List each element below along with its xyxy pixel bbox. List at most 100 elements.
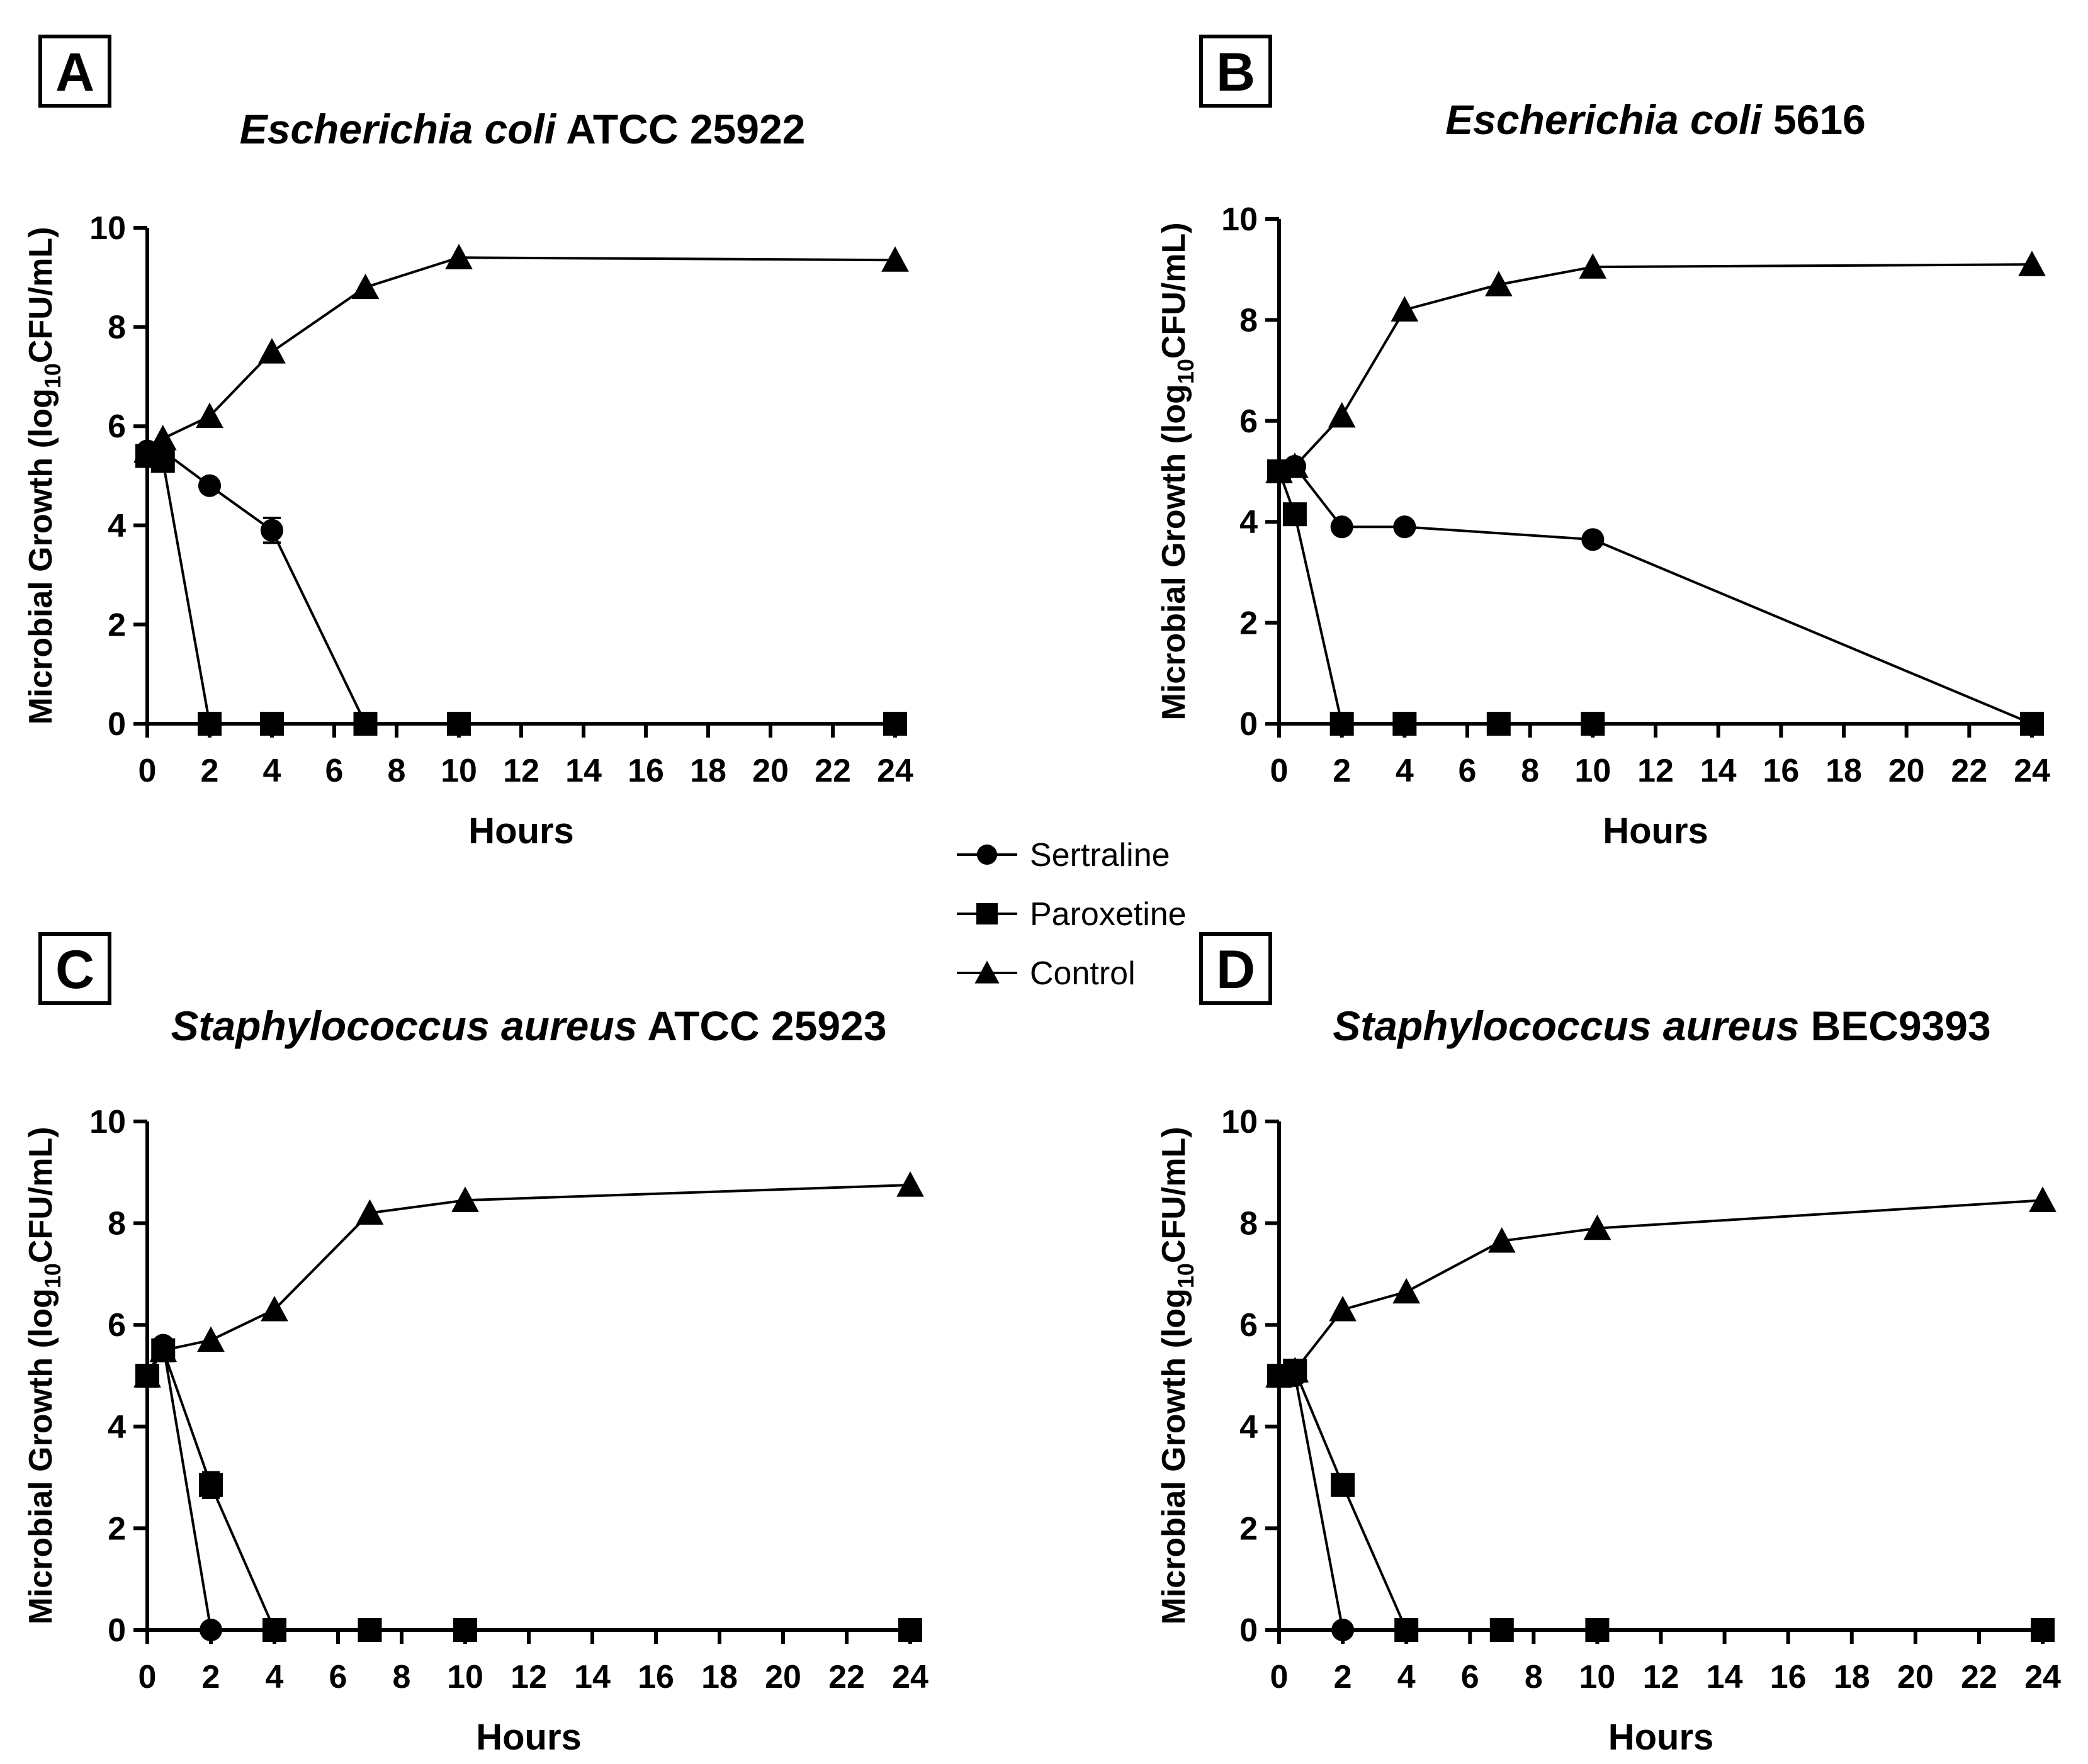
y-axis-label-prefix: Microbial Growth (log bbox=[1156, 1288, 1192, 1624]
data-point-sertraline bbox=[1330, 515, 1353, 539]
legend-item-control: Control bbox=[957, 955, 1136, 992]
x-tick-label: 20 bbox=[1888, 753, 1925, 789]
x-tick-label: 6 bbox=[329, 1659, 347, 1695]
legend-label: Sertraline bbox=[1030, 837, 1170, 874]
x-tick-label: 18 bbox=[1826, 753, 1862, 789]
x-tick-label: 20 bbox=[1897, 1659, 1934, 1695]
x-tick-label: 16 bbox=[628, 753, 664, 789]
data-point-control bbox=[1329, 1296, 1357, 1322]
x-tick-label: 12 bbox=[1643, 1659, 1679, 1695]
chart-title-strain: ATCC 25923 bbox=[637, 1003, 886, 1049]
y-tick-label: 10 bbox=[1221, 201, 1258, 238]
data-point-paroxetine bbox=[1392, 712, 1417, 736]
data-point-paroxetine bbox=[447, 712, 471, 736]
x-tick-label: 22 bbox=[828, 1659, 865, 1695]
x-tick-label: 16 bbox=[1763, 753, 1799, 789]
y-tick-label: 6 bbox=[1239, 403, 1258, 440]
data-point-paroxetine bbox=[198, 712, 222, 736]
y-axis-label: Microbial Growth (log10CFU/mL) bbox=[23, 227, 65, 724]
x-tick-label: 6 bbox=[1461, 1659, 1479, 1695]
y-tick-label: 4 bbox=[108, 508, 126, 544]
x-tick-label: 14 bbox=[1707, 1659, 1743, 1695]
data-point-paroxetine bbox=[1329, 712, 1354, 736]
chart-title: Staphylococcus aureus ATCC 25923 bbox=[171, 1003, 886, 1049]
x-tick-label: 24 bbox=[892, 1659, 928, 1695]
panel-letter: A bbox=[55, 42, 94, 103]
x-tick-label: 20 bbox=[752, 753, 789, 789]
data-point-control bbox=[1328, 402, 1356, 428]
x-tick-label: 22 bbox=[815, 753, 851, 789]
data-point-control bbox=[149, 1336, 178, 1362]
data-point-paroxetine bbox=[1282, 502, 1307, 527]
chart-title-organism: Staphylococcus aureus bbox=[171, 1003, 637, 1049]
data-point-paroxetine bbox=[1489, 1618, 1514, 1642]
x-tick-label: 8 bbox=[1521, 753, 1539, 789]
y-tick-label: 4 bbox=[1239, 1409, 1258, 1446]
data-point-control bbox=[1391, 296, 1419, 322]
data-point-paroxetine bbox=[262, 1618, 286, 1642]
data-point-sertraline bbox=[198, 474, 222, 497]
data-point-paroxetine bbox=[199, 1473, 223, 1497]
y-tick-label: 2 bbox=[108, 607, 126, 643]
y-tick-label: 10 bbox=[89, 210, 126, 247]
x-axis-label: Hours bbox=[468, 811, 574, 851]
data-point-control bbox=[2029, 1186, 2057, 1212]
x-tick-label: 8 bbox=[393, 1659, 411, 1695]
y-tick-label: 4 bbox=[1239, 504, 1258, 541]
x-tick-label: 10 bbox=[1579, 1659, 1615, 1695]
x-tick-label: 18 bbox=[701, 1659, 738, 1695]
x-tick-label: 4 bbox=[266, 1659, 284, 1695]
x-tick-label: 10 bbox=[441, 753, 477, 789]
data-point-paroxetine bbox=[2031, 1618, 2055, 1642]
chart-title-organism: Staphylococcus aureus bbox=[1333, 1003, 1799, 1049]
x-axis-label: Hours bbox=[1608, 1717, 1714, 1758]
x-tick-label: 0 bbox=[138, 1659, 157, 1695]
data-point-paroxetine bbox=[453, 1618, 477, 1642]
data-point-sertraline bbox=[260, 519, 284, 542]
x-tick-label: 14 bbox=[565, 753, 602, 789]
data-point-sertraline bbox=[199, 1618, 223, 1642]
x-tick-label: 18 bbox=[1834, 1659, 1870, 1695]
chart-title-organism: Escherichia coli bbox=[240, 106, 557, 152]
data-point-paroxetine bbox=[358, 1618, 382, 1642]
y-tick-label: 6 bbox=[108, 408, 126, 445]
data-point-control bbox=[197, 1326, 225, 1352]
panel-letter: D bbox=[1216, 940, 1255, 1000]
y-axis-label-subscript: 10 bbox=[1173, 1263, 1199, 1288]
chart-title: Escherichia coli ATCC 25922 bbox=[240, 106, 806, 152]
chart-title: Escherichia coli 5616 bbox=[1445, 96, 1866, 143]
data-point-paroxetine bbox=[353, 712, 378, 736]
y-tick-label: 8 bbox=[1239, 302, 1258, 339]
data-point-paroxetine bbox=[1486, 712, 1511, 736]
x-tick-label: 16 bbox=[1770, 1659, 1807, 1695]
data-point-paroxetine bbox=[883, 712, 907, 736]
panel-letter: C bbox=[55, 940, 94, 1000]
y-tick-label: 4 bbox=[108, 1409, 126, 1446]
data-point-control bbox=[261, 1296, 288, 1322]
chart-title-strain: 5616 bbox=[1762, 96, 1866, 143]
x-tick-label: 2 bbox=[202, 1659, 220, 1695]
data-point-control bbox=[133, 1362, 161, 1388]
data-point-sertraline bbox=[1393, 515, 1416, 539]
x-tick-label: 0 bbox=[1270, 753, 1289, 789]
chart-title: Staphylococcus aureus BEC9393 bbox=[1333, 1003, 1990, 1049]
x-tick-label: 14 bbox=[1700, 753, 1737, 789]
panel-letter-box bbox=[1199, 932, 1272, 1005]
data-point-control bbox=[1281, 452, 1309, 478]
y-tick-label: 0 bbox=[108, 706, 126, 743]
x-tick-label: 6 bbox=[1459, 753, 1477, 789]
data-point-control bbox=[1484, 271, 1513, 296]
x-tick-label: 16 bbox=[638, 1659, 674, 1695]
data-point-control bbox=[1392, 1278, 1421, 1304]
data-point-control bbox=[445, 244, 473, 269]
x-tick-label: 0 bbox=[1270, 1659, 1289, 1695]
y-tick-label: 0 bbox=[1239, 1612, 1258, 1649]
x-tick-label: 22 bbox=[1961, 1659, 1997, 1695]
x-tick-label: 8 bbox=[1525, 1659, 1543, 1695]
data-point-paroxetine bbox=[1394, 1618, 1419, 1642]
x-axis-label: Hours bbox=[476, 1717, 582, 1758]
legend-item-sertraline: Sertraline bbox=[957, 837, 1170, 874]
